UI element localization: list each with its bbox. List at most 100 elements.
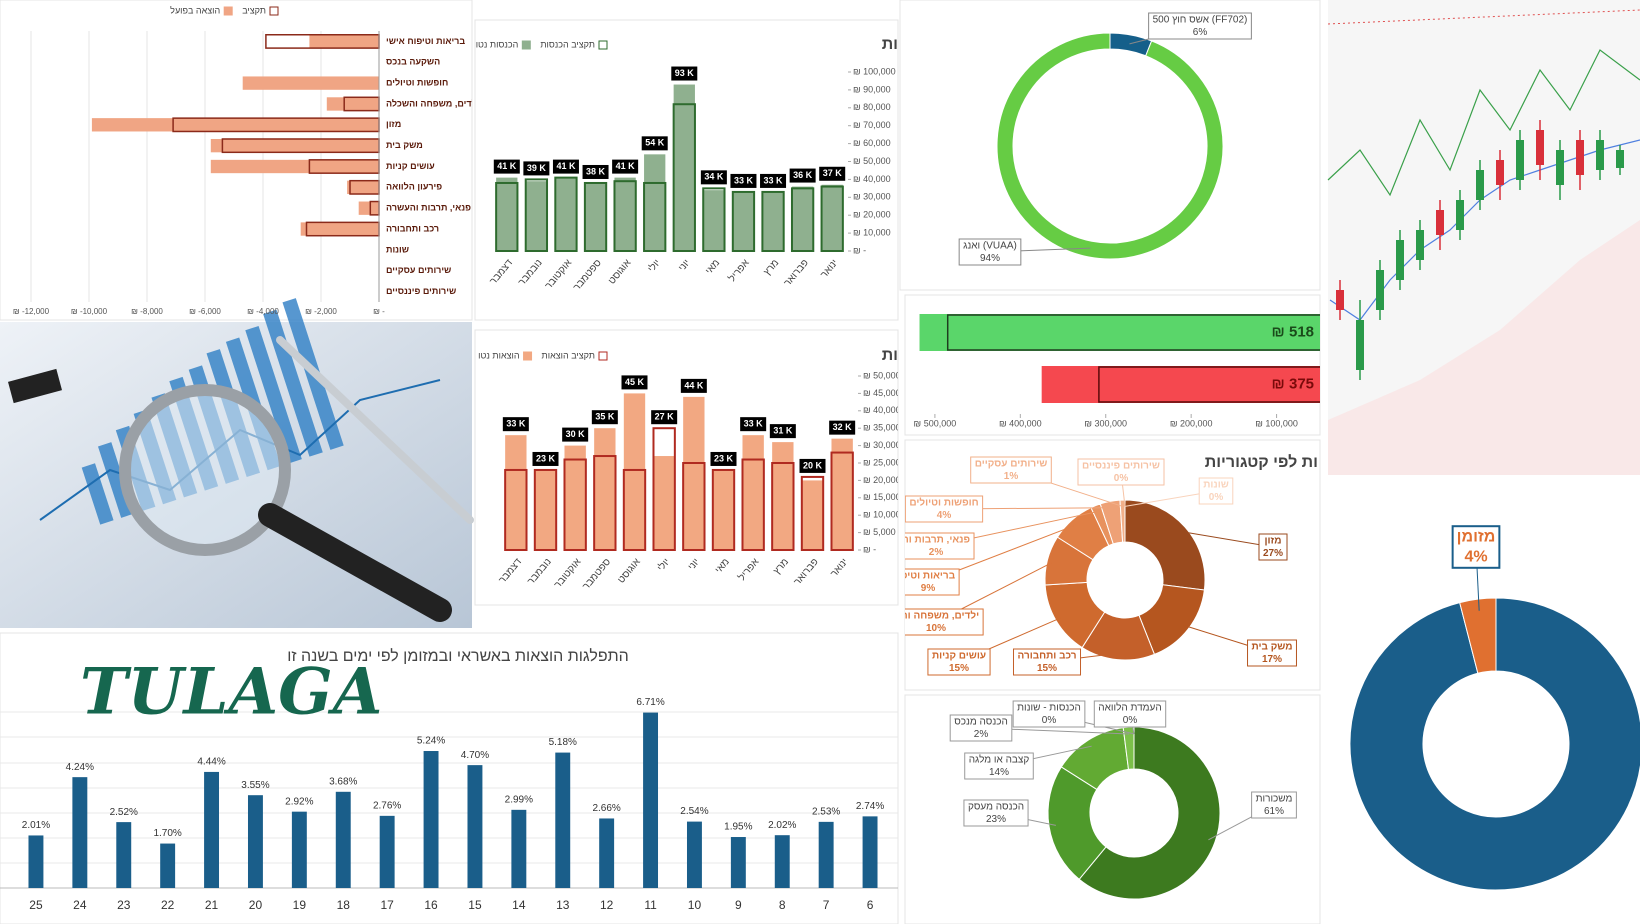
data-label: 33 K: [764, 175, 784, 185]
x-tick-label: ₪ -: [373, 307, 385, 316]
label-box: [964, 752, 1034, 780]
data-label: 20 K: [803, 460, 823, 470]
x-tick-label: 7: [823, 898, 830, 912]
data-label-box: [710, 451, 737, 466]
data-label: 0%: [1209, 492, 1224, 503]
category-label: בריאות וטיפ: [901, 571, 956, 582]
x-tick-label: ₪ 200,000: [1170, 418, 1213, 428]
data-label: 61%: [1264, 806, 1284, 817]
y-tick-label: ₪ 50,000: [853, 156, 891, 166]
data-label: ₪ 375: [1272, 375, 1314, 392]
category-label: משק בית: [386, 140, 423, 150]
category-label: רכב ותחבורה: [1017, 651, 1076, 662]
data-label: 33 K: [734, 175, 754, 185]
x-tick-label: ₪ 400,000: [999, 418, 1042, 428]
data-label: 17%: [1262, 654, 1282, 665]
bar: [673, 84, 695, 251]
data-label: 27 K: [655, 412, 675, 422]
data-label: 10%: [926, 623, 946, 634]
bar: [741, 458, 765, 551]
y-tick-label: ₪ 20,000: [853, 210, 891, 220]
category-label: פנאי, תרבות והעשרה: [386, 203, 471, 213]
data-label: 33 K: [506, 419, 526, 429]
x-tick-label: 25: [29, 898, 43, 912]
data-label: 0%: [1114, 473, 1129, 484]
bar: [772, 442, 794, 550]
bar: [613, 180, 637, 252]
label-box: [1198, 477, 1234, 505]
label-box: [1148, 12, 1252, 40]
label-box: [905, 608, 984, 636]
bar: [730, 837, 746, 888]
bar: [711, 468, 736, 551]
bar: [423, 751, 439, 888]
data-label: 2.74%: [856, 801, 884, 812]
data-label: 2.76%: [373, 800, 401, 811]
x-tick-label: ₪ 100,000: [1255, 418, 1298, 428]
bar: [563, 458, 587, 551]
bar: [525, 181, 548, 251]
data-label-box: [582, 164, 609, 179]
bar: [830, 451, 854, 551]
legend-label: תקציב הכנסות: [540, 39, 595, 49]
y-tick-label: ₪ 100,000: [853, 66, 896, 76]
bar: [72, 777, 88, 888]
data-label: 30 K: [566, 429, 586, 439]
chart-title: ות: [882, 347, 898, 364]
category-label: הכנסה מעסק: [968, 802, 1024, 813]
label-box: [905, 532, 975, 560]
data-label: 2.53%: [812, 806, 840, 817]
category-label: חופשות וטיולים: [386, 77, 448, 87]
bar: [347, 180, 379, 195]
brand: TULAGA: [80, 655, 382, 730]
x-tick-label: 15: [468, 898, 482, 912]
data-label: 41 K: [616, 161, 636, 171]
slice: [996, 32, 1224, 260]
bar: [593, 455, 617, 552]
bar: [818, 821, 834, 888]
data-label: 2%: [929, 547, 944, 558]
bar: [791, 186, 814, 251]
chart-title: ות: [882, 36, 898, 53]
label-box: [958, 238, 1022, 266]
bar: [583, 181, 608, 252]
data-label: 2.52%: [110, 807, 138, 818]
x-tick-label: 16: [424, 898, 438, 912]
bar: [774, 835, 790, 888]
chart-title: ות לפי קטגוריות: [1205, 453, 1318, 471]
label-box: [1247, 639, 1297, 667]
category-label: לדים, משפחה והשכלה: [386, 98, 477, 108]
bar: [732, 191, 755, 251]
x-tick-label: 23: [117, 898, 131, 912]
data-label: 27%: [1263, 548, 1283, 559]
y-tick-label: ₪ 10,000: [863, 510, 901, 520]
data-label: 6%: [1193, 27, 1208, 38]
x-tick-label: 14: [512, 898, 526, 912]
bar: [653, 456, 675, 550]
data-label: 9%: [921, 583, 936, 594]
category-label: עושים קניות: [386, 161, 435, 171]
slice: [1124, 499, 1206, 591]
bar: [564, 445, 586, 550]
y-tick-label: ₪ 15,000: [863, 492, 901, 502]
slice: [1349, 597, 1640, 891]
bar: [594, 428, 616, 550]
data-label: 23%: [986, 814, 1006, 825]
bar: [335, 791, 351, 888]
y-tick-label: ₪ 20,000: [863, 475, 901, 485]
label-box: [963, 799, 1029, 827]
x-tick-label: 6: [867, 898, 874, 912]
y-tick-label: ₪ 90,000: [853, 84, 891, 94]
data-label: 4.70%: [461, 750, 489, 761]
data-label-box: [829, 420, 856, 435]
cash-donut: מזומן 4%: [1349, 525, 1640, 891]
data-label: 3.55%: [241, 780, 269, 791]
slice: [1047, 766, 1107, 880]
category-label: שירותים פיננסיים: [386, 286, 456, 296]
label-box: [1451, 525, 1501, 569]
data-label-box: [730, 173, 757, 188]
portfolio-donut: אשס חוץ 500 (FF702)6% ואנג (VUAA)94%: [958, 12, 1252, 266]
x-tick-label: 21: [205, 898, 219, 912]
data-label: 15%: [949, 663, 969, 674]
